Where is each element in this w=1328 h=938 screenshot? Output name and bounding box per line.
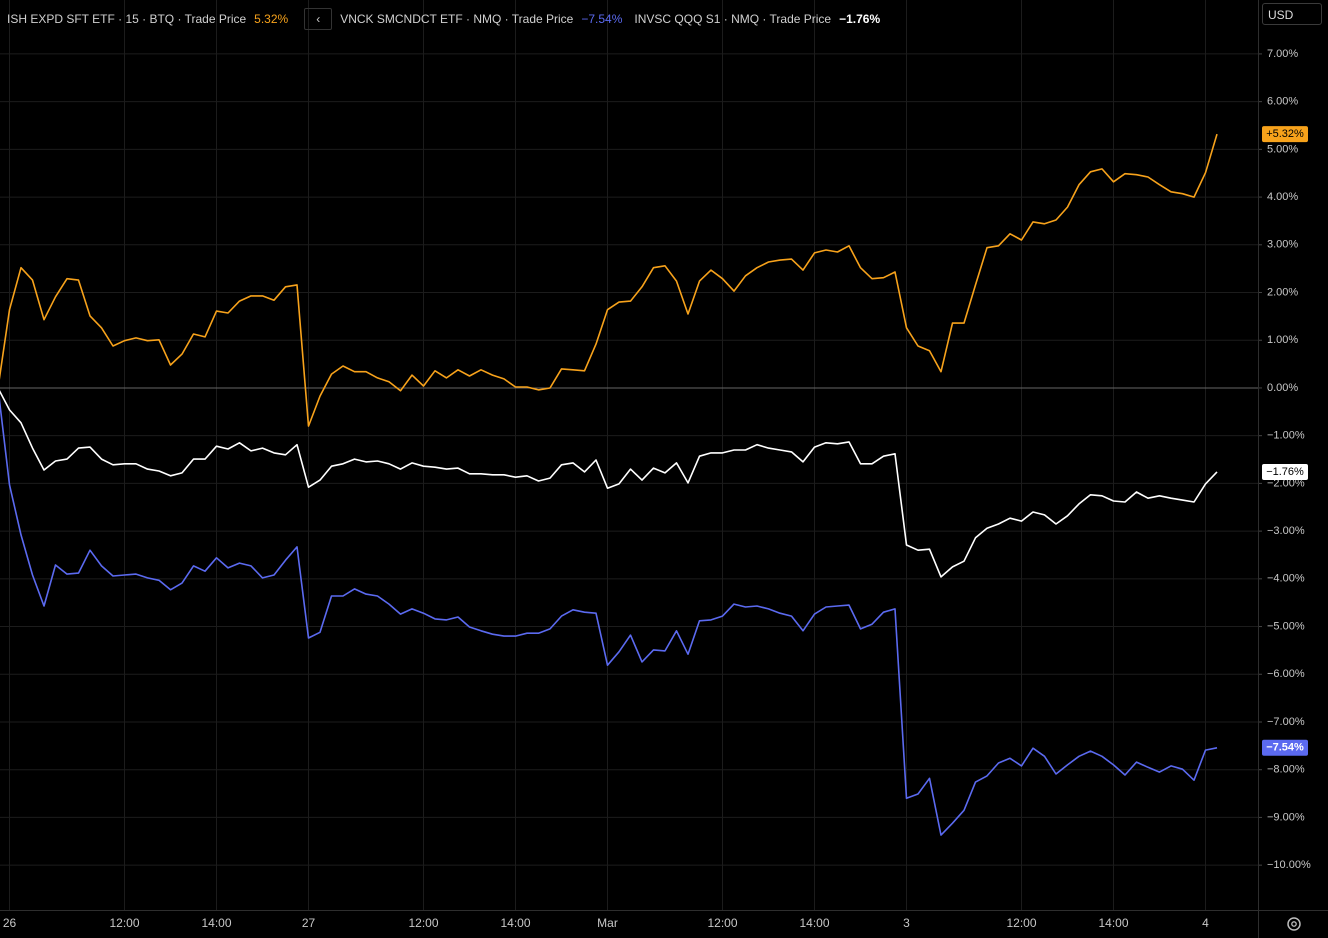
x-tick-label: 26: [3, 916, 17, 930]
series-line: [0, 133, 1218, 427]
y-tick-label: 6.00%: [1267, 96, 1298, 108]
y-tick-label: −3.00%: [1267, 525, 1305, 537]
x-tick-label: 4: [1202, 916, 1209, 930]
x-tick-label: Mar: [597, 916, 618, 930]
y-tick-label: −8.00%: [1267, 764, 1305, 776]
y-tick-label: −5.00%: [1267, 620, 1305, 632]
series-line: [0, 398, 1218, 836]
x-tick-label: 3: [903, 916, 910, 930]
price-tag-label: −1.76%: [1266, 466, 1304, 478]
y-tick-label: 4.00%: [1267, 191, 1298, 203]
currency-select[interactable]: USD: [1262, 3, 1322, 25]
y-tick-label: 1.00%: [1267, 334, 1298, 346]
y-tick-label: −6.00%: [1267, 668, 1305, 680]
y-tick-label: −7.00%: [1267, 716, 1305, 728]
legend-change: 5.32%: [254, 12, 289, 26]
price-tag-bg: [1262, 739, 1308, 756]
y-tick-label: −9.00%: [1267, 811, 1305, 823]
legend: ISH EXPD SFT ETF · 15 · BTQ · Trade Pric…: [7, 8, 881, 30]
price-tag-bg: [1262, 463, 1308, 480]
y-tick-label: −2.00%: [1267, 477, 1305, 489]
collapse-button[interactable]: ‹: [304, 8, 333, 30]
price-tag-label: −7.54%: [1266, 742, 1304, 754]
y-tick-label: 5.00%: [1267, 143, 1298, 155]
series-line: [0, 390, 1218, 578]
x-tick-label: 14:00: [500, 916, 530, 930]
x-tick-label: 12:00: [1006, 916, 1036, 930]
legend-change: −1.76%: [839, 12, 881, 26]
price-tag: −1.76%: [1262, 463, 1308, 480]
y-tick-label: −1.00%: [1267, 430, 1305, 442]
x-tick-label: 27: [302, 916, 316, 930]
x-tick-label: 14:00: [1098, 916, 1128, 930]
x-tick-label: 14:00: [799, 916, 829, 930]
y-tick-label: 0.00%: [1267, 382, 1298, 394]
y-tick-label: 7.00%: [1267, 48, 1298, 60]
legend-name: ISH EXPD SFT ETF · 15 · BTQ · Trade Pric…: [7, 12, 247, 26]
x-tick-label: 12:00: [408, 916, 438, 930]
legend-name: VNCK SMCNDCT ETF · NMQ · Trade Price: [340, 12, 574, 26]
legend-name: INVSC QQQ S1 · NMQ · Trade Price: [634, 12, 832, 26]
settings-button[interactable]: [1286, 916, 1302, 932]
y-tick-label: −4.00%: [1267, 573, 1305, 585]
legend-change: −7.54%: [581, 12, 623, 26]
y-tick-label: −10.00%: [1267, 859, 1311, 871]
price-tag: +5.32%: [1262, 126, 1308, 143]
price-tag-label: +5.32%: [1266, 128, 1304, 140]
x-tick-label: 14:00: [201, 916, 231, 930]
price-tag: −7.54%: [1262, 739, 1308, 756]
x-tick-label: 12:00: [109, 916, 139, 930]
y-tick-label: 2.00%: [1267, 286, 1298, 298]
y-tick-label: 3.00%: [1267, 239, 1298, 251]
x-tick-label: 12:00: [707, 916, 737, 930]
price-tag-bg: [1262, 126, 1308, 143]
